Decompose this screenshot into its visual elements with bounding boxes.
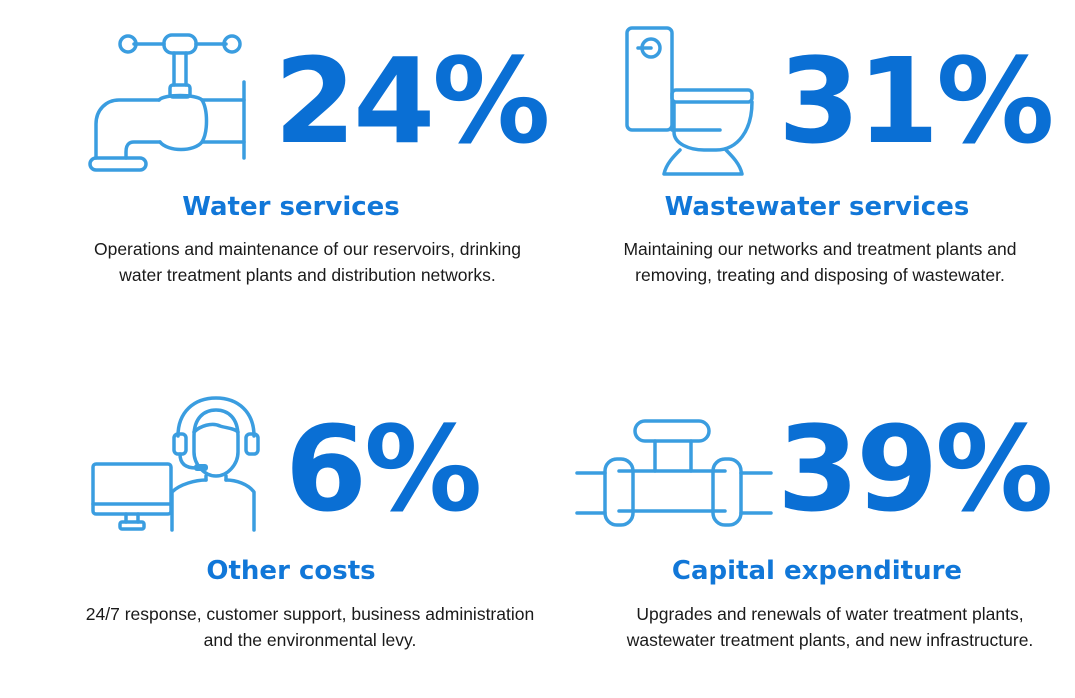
stat-description-line: Operations and maintenance of our reserv… bbox=[93, 239, 522, 259]
stat-title: Other costs bbox=[206, 556, 376, 586]
pipe-icon bbox=[575, 419, 773, 527]
stat-description: Upgrades and renewals of water treatment… bbox=[590, 601, 1070, 653]
stat-description: Maintaining our networks and treatment p… bbox=[580, 236, 1060, 288]
support-agent-icon bbox=[91, 396, 260, 532]
stat-percent: 6% bbox=[285, 400, 482, 538]
stat-description-line: wastewater treatment plants, and new inf… bbox=[626, 630, 1034, 650]
stat-percent: 24% bbox=[274, 32, 550, 170]
stat-description-line: Maintaining our networks and treatment p… bbox=[623, 239, 1017, 259]
stat-title: Water services bbox=[182, 192, 400, 222]
stat-description-line: Upgrades and renewals of water treatment… bbox=[636, 604, 1024, 624]
stat-title: Capital expenditure bbox=[671, 556, 963, 586]
stat-percent: 31% bbox=[778, 32, 1054, 170]
stat-title: Wastewater services bbox=[664, 192, 970, 222]
stat-description-line: removing, treating and disposing of wast… bbox=[635, 265, 1005, 285]
stat-description-line: 24/7 response, customer support, busines… bbox=[85, 604, 535, 624]
toilet-icon bbox=[625, 26, 754, 176]
stat-percent: 39% bbox=[777, 400, 1053, 538]
faucet-icon bbox=[88, 33, 246, 172]
stat-description-line: and the environmental levy. bbox=[203, 630, 417, 650]
stat-description-line: water treatment plants and distribution … bbox=[119, 265, 496, 285]
stat-description: 24/7 response, customer support, busines… bbox=[40, 601, 580, 653]
stat-description: Operations and maintenance of our reserv… bbox=[40, 236, 575, 288]
